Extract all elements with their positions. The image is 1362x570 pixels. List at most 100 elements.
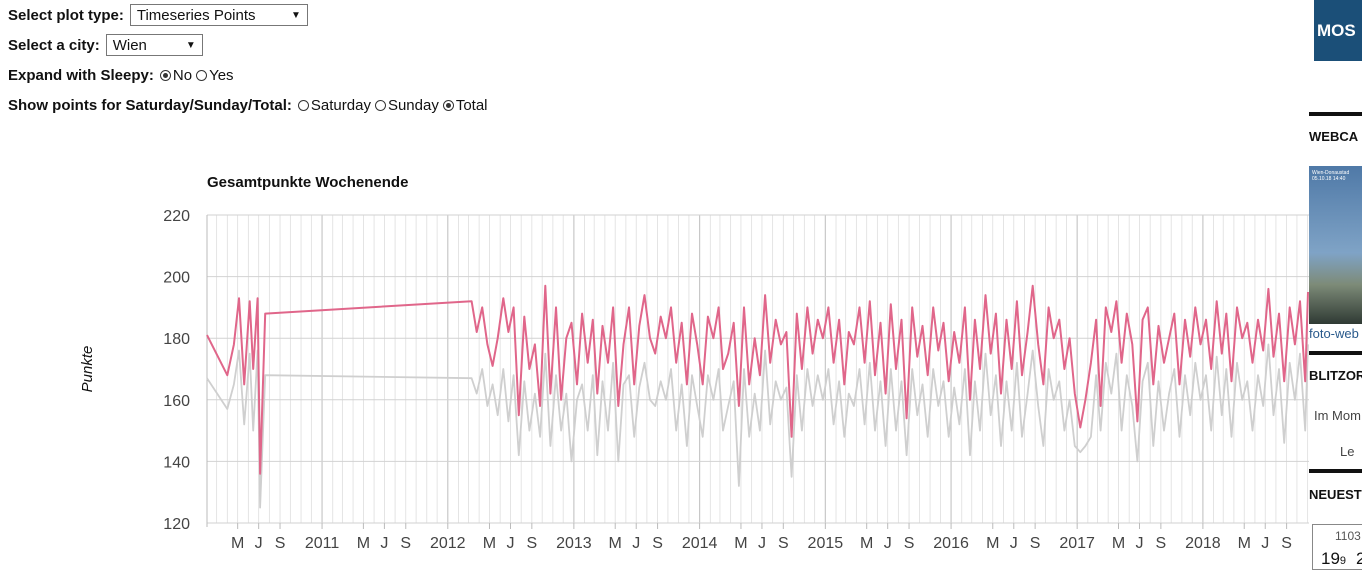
- series-line-total: [206, 284, 1309, 475]
- x-tick-label: 2015: [808, 535, 844, 552]
- y-tick-label: 140: [163, 454, 190, 471]
- x-tick-label: J: [758, 535, 766, 552]
- plot-type-select[interactable]: Timeseries Points ▼: [129, 4, 308, 26]
- plot-type-value: Timeseries Points: [136, 6, 256, 24]
- total-label: Total: [455, 96, 488, 114]
- radio-unchecked-icon: [374, 99, 386, 111]
- x-tick-label: 2016: [933, 535, 969, 552]
- sleepy-radio-yes[interactable]: Yes: [196, 66, 234, 84]
- blitz-text-2: Le: [1340, 444, 1355, 459]
- x-tick-label: M: [609, 535, 622, 552]
- y-axis-label: Punkte: [79, 346, 96, 393]
- x-tick-label: S: [275, 535, 286, 552]
- x-tick-label: M: [483, 535, 496, 552]
- x-tick-label: M: [860, 535, 873, 552]
- x-tick-label: M: [1112, 535, 1125, 552]
- news-box-day-sub: 9: [1339, 555, 1347, 567]
- x-tick-label: M: [1238, 535, 1251, 552]
- x-tick-label: S: [1030, 535, 1041, 552]
- news-box-day: 199 2: [1321, 549, 1362, 569]
- x-tick-label: J: [255, 535, 263, 552]
- x-tick-label: M: [986, 535, 999, 552]
- sleepy-no-label: No: [172, 66, 193, 84]
- sleepy-yes-label: Yes: [209, 66, 234, 84]
- x-tick-label: S: [400, 535, 411, 552]
- sidebar-divider: [1309, 469, 1362, 473]
- x-tick-label: M: [357, 535, 370, 552]
- x-tick-label: J: [1010, 535, 1018, 552]
- x-tick-label: S: [1156, 535, 1167, 552]
- radio-checked-icon: [159, 69, 171, 81]
- neuest-heading: NEUEST: [1309, 487, 1362, 502]
- x-tick-label: S: [527, 535, 538, 552]
- x-tick-label: 2018: [1185, 535, 1221, 552]
- show-points-label: Show points for Saturday/Sunday/Total:: [8, 96, 292, 114]
- series-line-secondary: [206, 343, 1309, 509]
- news-box-number: 1103: [1335, 529, 1361, 543]
- show-radio-total[interactable]: Total: [442, 96, 488, 114]
- blitz-text-1: Im Mom: [1314, 408, 1361, 423]
- sleepy-label: Expand with Sleepy:: [8, 66, 154, 84]
- show-radio-saturday[interactable]: Saturday: [297, 96, 371, 114]
- radio-unchecked-icon: [297, 99, 309, 111]
- x-tick-label: J: [1261, 535, 1269, 552]
- x-tick-label: 2014: [682, 535, 718, 552]
- controls-panel: Select plot type: Timeseries Points ▼ Se…: [8, 0, 492, 120]
- news-box-partial: 2: [1356, 549, 1362, 568]
- x-tick-label: J: [506, 535, 514, 552]
- sidebar-divider: [1309, 351, 1362, 355]
- news-box[interactable]: 1103 199 2: [1312, 524, 1362, 570]
- webcam-caption-2: 05.10.18 14:40: [1312, 176, 1346, 182]
- chart-lines: [206, 284, 1309, 509]
- webcam-link[interactable]: foto-web: [1309, 326, 1359, 341]
- sleepy-row: Expand with Sleepy: No Yes: [8, 60, 492, 90]
- x-tick-label: 2013: [556, 535, 592, 552]
- chevron-down-icon: ▼: [185, 39, 196, 51]
- y-tick-label: 160: [163, 393, 190, 410]
- city-label: Select a city:: [8, 36, 100, 54]
- news-box-day-value: 19: [1321, 549, 1340, 568]
- x-tick-label: 2017: [1059, 535, 1095, 552]
- show-points-row: Show points for Saturday/Sunday/Total: S…: [8, 90, 492, 120]
- city-value: Wien: [112, 36, 147, 54]
- x-tick-label: S: [1281, 535, 1292, 552]
- x-tick-label: 2012: [430, 535, 466, 552]
- sunday-label: Sunday: [387, 96, 439, 114]
- webcam-image[interactable]: Wien-Donaustad 05.10.18 14:40: [1309, 166, 1362, 324]
- radio-checked-icon: [442, 99, 454, 111]
- chart-grid: [207, 214, 1309, 524]
- radio-unchecked-icon: [196, 69, 208, 81]
- y-tick-label: 120: [163, 516, 190, 533]
- sidebar: MOS WEBCA Wien-Donaustad 05.10.18 14:40 …: [1309, 0, 1362, 570]
- saturday-label: Saturday: [310, 96, 371, 114]
- city-row: Select a city: Wien ▼: [8, 30, 492, 60]
- x-tick-label: 2011: [305, 535, 340, 552]
- y-axis: 120 140 160 180 200 220: [163, 208, 208, 533]
- x-tick-label: J: [632, 535, 640, 552]
- x-tick-label: M: [734, 535, 747, 552]
- y-tick-label: 220: [163, 208, 190, 225]
- x-axis: M J S 2011 M J S 2012 M J S 2013 M J S 2014 M J S 2015 M J S 20…: [231, 523, 1292, 552]
- x-tick-label: J: [884, 535, 892, 552]
- city-select[interactable]: Wien ▼: [105, 34, 203, 56]
- y-tick-label: 200: [163, 270, 190, 287]
- site-logo[interactable]: MOS: [1314, 0, 1362, 61]
- webcam-heading: WEBCA: [1309, 129, 1359, 144]
- show-radio-sunday[interactable]: Sunday: [374, 96, 439, 114]
- blitz-heading: BLITZOR: [1309, 368, 1362, 383]
- x-tick-label: J: [380, 535, 388, 552]
- x-tick-label: S: [778, 535, 789, 552]
- x-tick-label: J: [1136, 535, 1144, 552]
- x-tick-label: S: [904, 535, 915, 552]
- x-tick-label: S: [652, 535, 663, 552]
- x-tick-label: M: [231, 535, 244, 552]
- y-tick-label: 180: [163, 331, 190, 348]
- logo-text: MOS: [1317, 20, 1356, 40]
- sleepy-radio-no[interactable]: No: [159, 66, 193, 84]
- webcam-caption-1: Wien-Donaustad: [1312, 170, 1350, 176]
- chevron-down-icon: ▼: [290, 9, 301, 21]
- plot-type-row: Select plot type: Timeseries Points ▼: [8, 0, 492, 30]
- chart-title: Gesamtpunkte Wochenende: [207, 174, 408, 191]
- plot-type-label: Select plot type:: [8, 6, 124, 24]
